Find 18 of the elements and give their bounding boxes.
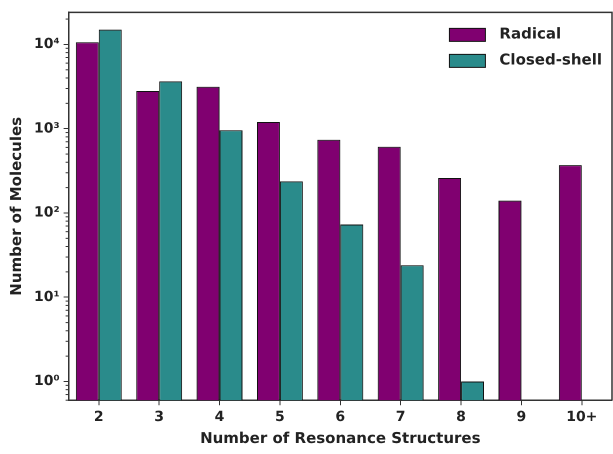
x-tick-label: 10+ [566,409,598,426]
y-tick-label: 10² [34,204,60,221]
x-tick-label: 9 [516,409,526,426]
x-tick-label: 5 [275,409,285,426]
y-tick-label: 10¹ [34,288,60,305]
x-tick-label: 6 [335,409,346,426]
y-tick-label: 10⁰ [34,373,60,390]
y-axis-title: Number of Molecules [6,116,25,296]
x-axis-title: Number of Resonance Structures [200,428,481,447]
y-tick-label: 10³ [34,120,60,136]
x-tick-label: 2 [94,409,104,426]
x-tick-label: 3 [154,409,164,426]
x-tick-label: 7 [396,409,406,426]
legend-label: Radical [499,24,562,42]
legend-label: Closed-shell [499,50,602,68]
x-tick-label: 8 [456,409,466,426]
y-tick-label: 10⁴ [34,36,60,52]
x-tick-label: 4 [214,409,225,426]
